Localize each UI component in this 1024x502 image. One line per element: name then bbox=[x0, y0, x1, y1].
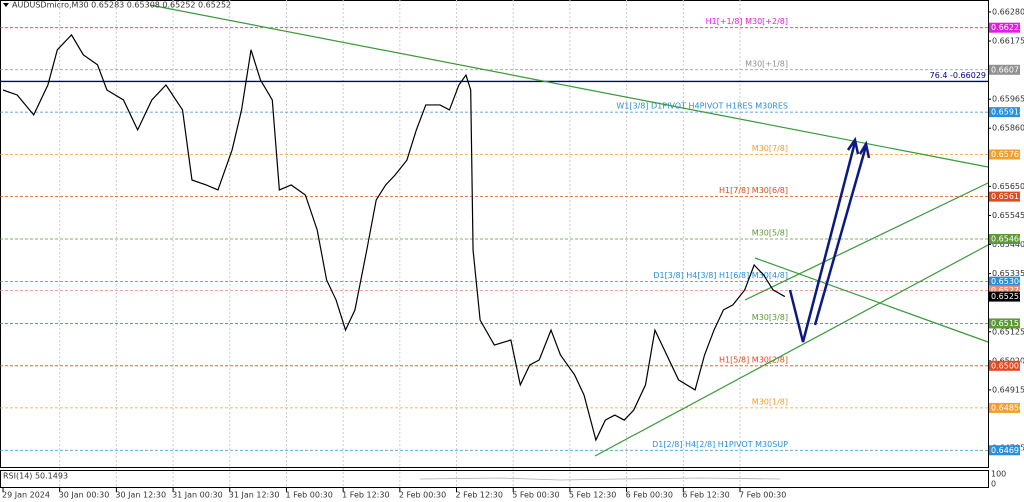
price-tag bbox=[989, 276, 1020, 287]
trend-line bbox=[594, 244, 989, 457]
level-label: M30[5/8] bbox=[752, 228, 788, 237]
y-tick-label: 0.65545 bbox=[992, 211, 1024, 220]
x-tick-label: 2 Feb 12:30 bbox=[456, 491, 503, 500]
price-tag-label: 0.65613 bbox=[991, 192, 1024, 201]
x-tick-label: 5 Feb 12:30 bbox=[569, 491, 616, 500]
current-price-label: 0.65252 bbox=[991, 292, 1024, 301]
arrow bbox=[813, 145, 868, 326]
price-tag bbox=[989, 64, 1020, 75]
trend-line bbox=[149, 4, 989, 168]
price-tag bbox=[989, 360, 1020, 371]
level-label: H1[7/8] M30[6/8] bbox=[719, 186, 788, 195]
level-label: M30[3/8] bbox=[752, 313, 788, 322]
rsi-line bbox=[419, 477, 781, 481]
arrow-head bbox=[858, 140, 871, 159]
price bbox=[2, 33, 786, 442]
price-tag-label: 0.65306 bbox=[991, 277, 1024, 286]
trend-line bbox=[744, 182, 989, 301]
price-tag-label: 0.64850 bbox=[991, 403, 1024, 412]
arrows bbox=[788, 136, 871, 343]
x-tick-label: 5 Feb 00:30 bbox=[512, 491, 559, 500]
x-tick-label: 6 Feb 12:30 bbox=[682, 491, 729, 500]
trend-line bbox=[754, 257, 989, 343]
levels: H1[+1/8] M30[+2/8] M30[+1/8] 76.4 -0.66029… bbox=[0, 17, 988, 451]
price-tag-label: 0.66223 bbox=[991, 23, 1024, 32]
level-label: D1[3/8] H4[3/8] H1[6/8] M30[4/8] bbox=[653, 271, 788, 280]
y-tick-label: 0.65440 bbox=[992, 240, 1024, 249]
x-tick-label: 7 Feb 00:30 bbox=[739, 491, 786, 500]
title-icon bbox=[3, 3, 9, 7]
x-tick-label: 31 Jan 00:30 bbox=[172, 491, 223, 500]
arrow bbox=[788, 141, 857, 343]
x-tick-label: 6 Feb 00:30 bbox=[626, 491, 673, 500]
price-tag bbox=[989, 402, 1020, 413]
price-tag-label: 0.65274 bbox=[991, 286, 1024, 295]
plot-frame bbox=[0, 0, 989, 468]
price-tag-label: 0.65155 bbox=[991, 319, 1024, 328]
level-label: D1[2/8] H4[2/8] H1PIVOT M30SUP bbox=[652, 440, 788, 449]
y-tick-label: 0.65860 bbox=[992, 124, 1024, 133]
rsi-frame bbox=[0, 470, 989, 488]
x-tick-label: 30 Jan 12:30 bbox=[115, 491, 166, 500]
level-label: M30[1/8] bbox=[752, 397, 788, 406]
price-tag-label: 0.64697 bbox=[991, 446, 1024, 455]
x-tick-label: 1 Feb 12:30 bbox=[342, 491, 389, 500]
price-tag bbox=[989, 318, 1020, 329]
price-tag bbox=[989, 22, 1020, 33]
price-tag bbox=[989, 285, 1020, 296]
price-tag bbox=[989, 445, 1020, 456]
y-tick-label: 0.65965 bbox=[992, 95, 1024, 104]
price-line bbox=[2, 33, 786, 442]
y-tick-label: 0.64915 bbox=[992, 385, 1024, 394]
level-label: W1[3/8] D1PIVOT H4PIVOT H1RES M30RES bbox=[616, 102, 788, 111]
y-tick-label: 0.65335 bbox=[992, 269, 1024, 278]
level-label: H1[+1/8] M30[+2/8] bbox=[706, 17, 788, 26]
price-tag-label: 0.65918 bbox=[991, 108, 1024, 117]
y-tick-label: 0.65650 bbox=[992, 182, 1024, 191]
x-tick-label: 1 Feb 00:30 bbox=[285, 491, 332, 500]
current-price-tag bbox=[989, 291, 1020, 302]
level-label: 76.4 -0.66029 bbox=[930, 71, 986, 80]
y-tick-label: 0.66280 bbox=[992, 7, 1024, 16]
price-tag-label: 0.65765 bbox=[991, 150, 1024, 159]
level-label: M30[7/8] bbox=[752, 144, 788, 153]
rsi-tick-label: 0 bbox=[991, 480, 996, 489]
x-tick-label: 31 Jan 12:30 bbox=[229, 491, 280, 500]
rsi-label: RSI(14) 50.1493 bbox=[3, 472, 68, 481]
price-tag bbox=[989, 233, 1020, 244]
price-tag-label: 0.65460 bbox=[991, 234, 1024, 243]
trend-lines bbox=[149, 4, 989, 457]
price-axis: 0.66280 0.66175 0.65965 0.65860 0.65650 0.655… bbox=[2, 7, 1024, 499]
x-tick-label: 30 Jan 00:30 bbox=[59, 491, 110, 500]
y-tick-label: 0.66175 bbox=[992, 36, 1024, 45]
price-tag bbox=[989, 191, 1020, 202]
chart-title: AUDUSDmicro,M30 0.65283 0.65308 0.65252 … bbox=[12, 1, 231, 10]
arrow-head bbox=[846, 136, 860, 155]
x-tick-label: 29 Jan 2024 bbox=[2, 491, 50, 500]
x-tick-label: 2 Feb 00:30 bbox=[399, 491, 446, 500]
price-tag bbox=[989, 107, 1020, 118]
price-tag-label: 0.66071 bbox=[991, 65, 1024, 74]
price-tag bbox=[989, 149, 1020, 160]
level-label: M30[+1/8] bbox=[745, 59, 788, 68]
y-tick-label: 0.65125 bbox=[992, 327, 1024, 336]
rsi-tick-label: 100 bbox=[991, 470, 1006, 479]
price-tag-label: 0.65002 bbox=[991, 361, 1024, 370]
level-label: H1[5/8] M30[2/8] bbox=[719, 355, 788, 364]
